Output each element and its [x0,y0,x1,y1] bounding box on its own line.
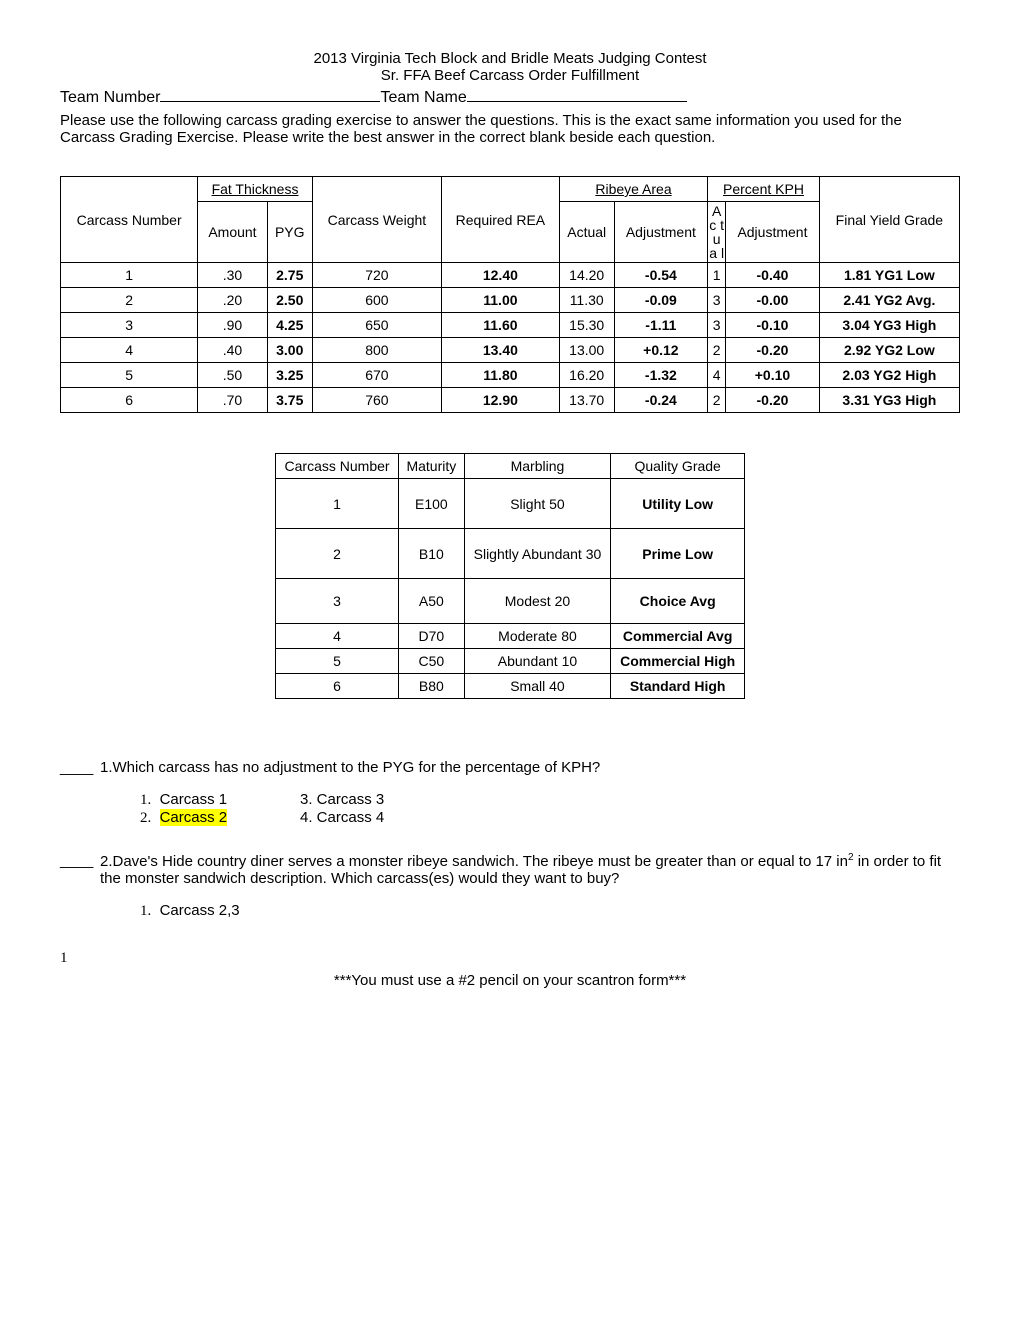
q1-answers: 1. Carcass 1 3. Carcass 3 2. Carcass 2 4… [140,791,960,827]
q1-a2-num: 2. [140,810,151,826]
th-actual2: A c t u a l [708,202,726,263]
q2-text: 2.Dave's Hide country diner serves a mon… [100,852,960,887]
th-amount: Amount [198,202,267,263]
th2-carcass-number: Carcass Number [276,454,399,479]
footer-text: ***You must use a #2 pencil on your scan… [60,972,960,989]
th-actual: Actual [559,202,614,263]
table-row: 5.503.2567011.8016.20-1.324+0.102.03 YG2… [61,363,960,388]
questions-section: ____ 1.Which carcass has no adjustment t… [60,759,960,920]
question-2: ____ 2.Dave's Hide country diner serves … [60,852,960,920]
th-adjustment: Adjustment [614,202,708,263]
question-1: ____ 1.Which carcass has no adjustment t… [60,759,960,827]
team-info: Team Number Team Name [60,89,960,107]
title-line-1: 2013 Virginia Tech Block and Bridle Meat… [60,50,960,67]
table-row: 1.302.7572012.4014.20-0.541-0.401.81 YG1… [61,263,960,288]
table-row: 4D70Moderate 80Commercial Avg [276,624,745,649]
th-percent-kph: Percent KPH [708,177,820,202]
intro-text: Please use the following carcass grading… [60,112,960,146]
q1-text: 1.Which carcass has no adjustment to the… [100,759,960,776]
th-fat-thickness: Fat Thickness [198,177,313,202]
q1-a2b: 4. Carcass 4 [300,809,384,827]
table-row: 6B80Small 40Standard High [276,674,745,699]
q1-a2: Carcass 2 [160,809,228,826]
table-row: 5C50Abundant 10Commercial High [276,649,745,674]
team-name-blank [467,101,687,102]
q1-blank: ____ [60,759,100,776]
q2-blank: ____ [60,852,100,887]
title-line-2: Sr. FFA Beef Carcass Order Fulfillment [60,67,960,84]
team-number-blank [160,101,380,102]
team-number-label: Team Number [60,89,160,106]
table-row: 2B10Slightly Abundant 30Prime Low [276,529,745,579]
document-header: 2013 Virginia Tech Block and Bridle Meat… [60,50,960,84]
th-carcass-number: Carcass Number [61,177,198,263]
footer: 1 ***You must use a #2 pencil on your sc… [60,950,960,989]
q1-a1b: 3. Carcass 3 [300,791,384,809]
table-row: 3.904.2565011.6015.30-1.113-0.103.04 YG3… [61,313,960,338]
th2-marbling: Marbling [464,454,611,479]
q1-a1: Carcass 1 [160,791,228,808]
th-ribeye-area: Ribeye Area [559,177,707,202]
table-row: 2.202.5060011.0011.30-0.093-0.002.41 YG2… [61,288,960,313]
table-row: 4.403.0080013.4013.00+0.122-0.202.92 YG2… [61,338,960,363]
yield-grade-table: Carcass Number Fat Thickness Carcass Wei… [60,176,960,413]
q2-answers: 1. Carcass 2,3 [140,902,960,920]
q1-a1-num: 1. [140,792,151,808]
team-name-label: Team Name [380,89,466,106]
table-row: 6.703.7576012.9013.70-0.242-0.203.31 YG3… [61,388,960,413]
q2-a1-num: 1. [140,903,151,919]
quality-grade-table: Carcass Number Maturity Marbling Quality… [275,453,745,699]
th-carcass-weight: Carcass Weight [312,177,441,263]
table-row: 3A50Modest 20Choice Avg [276,579,745,624]
th-pyg: PYG [267,202,312,263]
page-number: 1 [60,950,960,967]
th-adjustment2: Adjustment [726,202,820,263]
table-row: 1E100Slight 50Utility Low [276,479,745,529]
th2-quality-grade: Quality Grade [611,454,745,479]
q2-a1: Carcass 2,3 [160,902,240,919]
th-required-rea: Required REA [441,177,559,263]
th-final-yield: Final Yield Grade [819,177,959,263]
th2-maturity: Maturity [399,454,465,479]
